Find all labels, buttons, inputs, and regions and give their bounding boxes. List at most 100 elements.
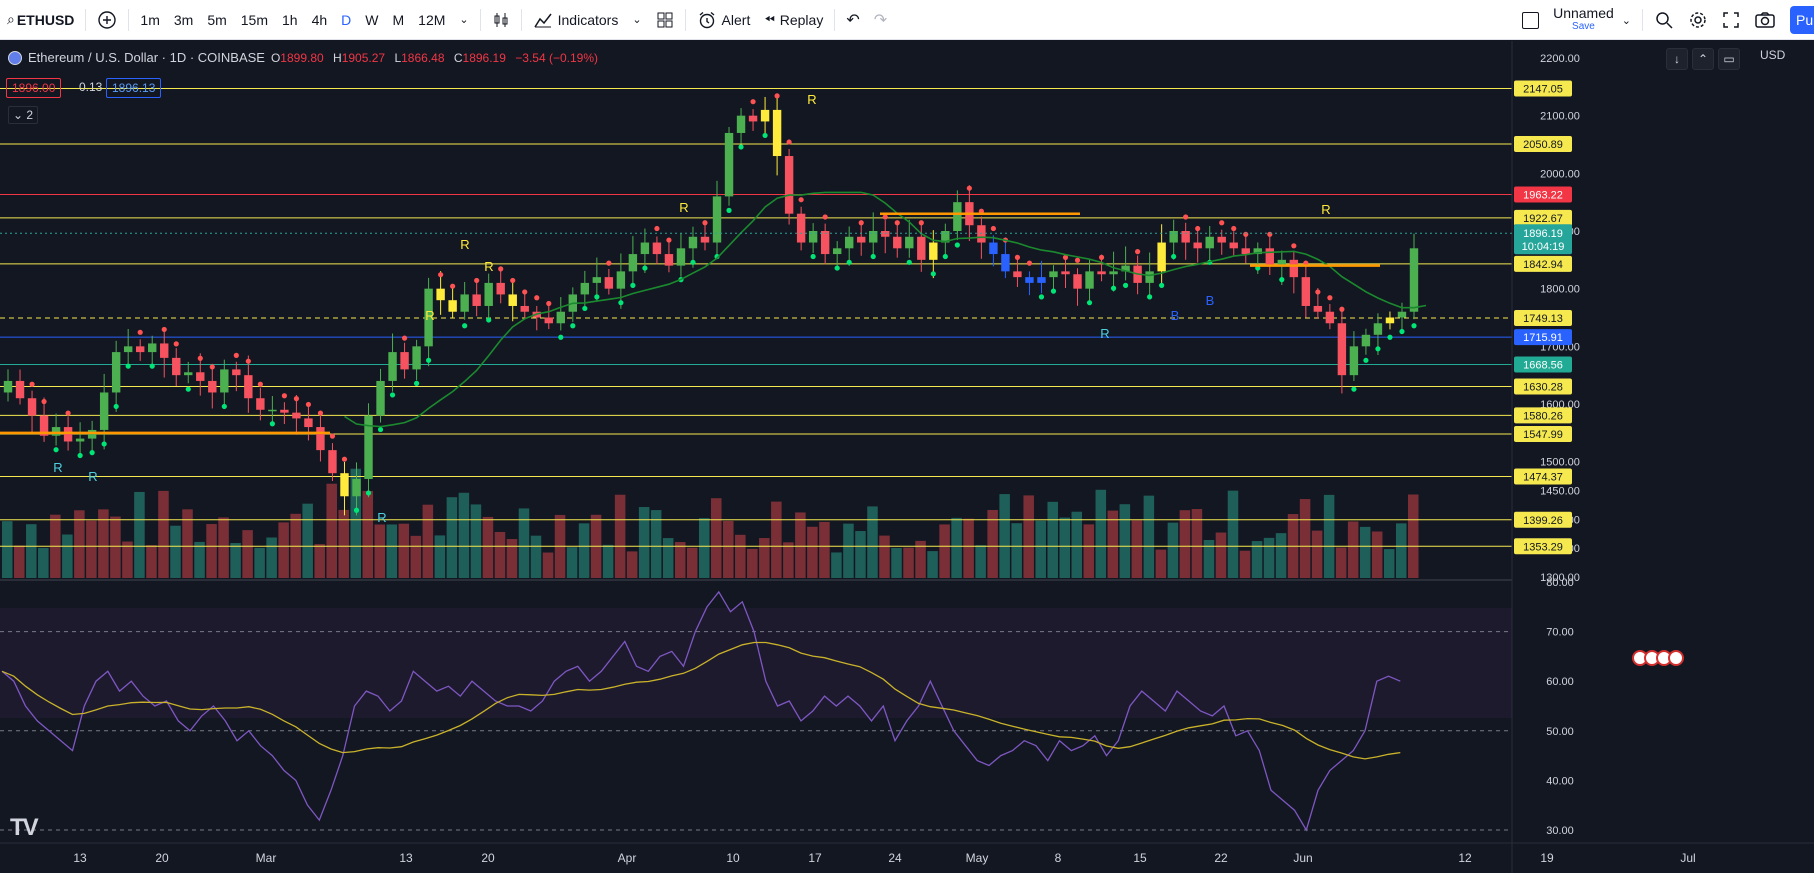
candle-body xyxy=(1121,265,1130,272)
candle-body xyxy=(1193,242,1202,249)
replay-label: Replay xyxy=(779,11,824,28)
timeframe-4h[interactable]: 4h xyxy=(311,11,328,28)
redo-button[interactable]: ↷ xyxy=(867,0,894,40)
volume-bar xyxy=(182,509,193,578)
volume-bar xyxy=(975,545,986,578)
fullscreen-button[interactable] xyxy=(1715,0,1747,40)
time-tick-label: 24 xyxy=(888,851,902,865)
candle-body xyxy=(736,115,746,133)
chart-type-button[interactable] xyxy=(485,0,517,40)
rsi-tick-label: 30.00 xyxy=(1546,825,1574,837)
volume-bar xyxy=(795,512,806,578)
volume-bar xyxy=(158,490,169,578)
spread-value: 0.13 xyxy=(79,80,103,94)
templates-button[interactable] xyxy=(649,0,681,40)
volume-bar xyxy=(542,552,554,578)
volume-bar xyxy=(1215,532,1227,578)
time-tick-label: 8 xyxy=(1055,851,1062,865)
timeframe-d[interactable]: D xyxy=(341,11,352,28)
undo-button[interactable]: ↶ xyxy=(839,0,866,40)
volume-bar xyxy=(891,547,902,578)
chart-area[interactable]: RRRRRRRRRRRBB2200.002100.002000.001900.0… xyxy=(0,41,1814,873)
volume-bar xyxy=(1191,509,1203,578)
timeframe-1m[interactable]: 1m xyxy=(140,11,160,28)
signal-r-label: R xyxy=(425,308,434,323)
signal-dot xyxy=(786,139,792,145)
timeframe-5m[interactable]: 5m xyxy=(207,11,227,28)
candle-body xyxy=(1349,346,1359,376)
signal-dot xyxy=(1159,282,1165,288)
candle-body xyxy=(148,343,157,353)
signal-r-label: R xyxy=(88,469,97,484)
volume-bar xyxy=(1407,494,1419,578)
collapse-icon[interactable]: ⌃ xyxy=(1692,48,1714,70)
volume-bar xyxy=(1251,541,1263,578)
candle-body xyxy=(977,225,986,243)
rsi-ma-line xyxy=(1,641,1401,760)
currency-label[interactable]: USD xyxy=(1760,48,1786,62)
rsi-tick-label: 40.00 xyxy=(1546,775,1574,787)
volume-bar xyxy=(1071,511,1083,578)
signal-dot xyxy=(1231,225,1237,232)
price-chart[interactable]: RRRRRRRRRRRBB2200.002100.002000.001900.0… xyxy=(0,41,1814,873)
volume-bar xyxy=(1023,495,1034,578)
candle-body xyxy=(208,380,217,393)
candle-body xyxy=(412,346,421,370)
signal-r-label: R xyxy=(807,92,816,107)
compare-button[interactable] xyxy=(90,0,124,40)
sell-button[interactable]: 1896.00 xyxy=(6,78,62,98)
indicator-collapse-button[interactable]: ⌄ 2 xyxy=(8,106,38,124)
timeframe-12m[interactable]: 12M xyxy=(418,11,446,28)
alert-label: Alert xyxy=(721,11,751,28)
timeframe-w[interactable]: W xyxy=(365,11,379,28)
volume-bar xyxy=(951,517,962,578)
volume-bar xyxy=(506,539,518,578)
indicators-dropdown[interactable]: ⌄ xyxy=(625,0,648,40)
timeframe-dropdown[interactable]: ⌄ xyxy=(452,0,475,40)
signal-dot xyxy=(966,185,972,191)
timeframe-15m[interactable]: 15m xyxy=(240,11,268,28)
replay-button[interactable]: ⏪︎ Replay xyxy=(757,0,830,40)
timeframe-3m[interactable]: 3m xyxy=(173,11,194,28)
volume-bar xyxy=(1323,494,1335,578)
search-icon: ⌕ xyxy=(7,11,15,27)
price-level-badge xyxy=(1514,356,1572,373)
signal-dot xyxy=(29,381,35,387)
signal-dot xyxy=(1110,285,1117,291)
volume-bar xyxy=(518,508,530,578)
alert-button[interactable]: Alert xyxy=(690,0,758,40)
timeframe-1h[interactable]: 1h xyxy=(282,11,298,28)
signal-dot xyxy=(738,144,744,150)
signal-dot xyxy=(389,392,396,398)
volume-bar xyxy=(242,530,253,578)
indicators-button[interactable]: Indicators xyxy=(526,0,626,40)
layout-select[interactable]: Unnamed Save ⌄ xyxy=(1515,0,1638,40)
change-value: −3.54 (−0.19%) xyxy=(515,50,598,65)
publish-label: Pu xyxy=(1790,6,1814,34)
quick-search-button[interactable] xyxy=(1647,0,1681,40)
volume-bar xyxy=(26,524,37,578)
price-tick-label: 1800.00 xyxy=(1540,284,1580,296)
low-key: L xyxy=(394,50,402,65)
candle-body xyxy=(51,427,61,436)
arrow-down-icon[interactable]: ↓ xyxy=(1666,48,1688,70)
maximize-icon[interactable]: ▭ xyxy=(1718,48,1740,70)
tradingview-logo[interactable]: TV xyxy=(10,814,39,841)
candle-body xyxy=(87,429,97,439)
symbol-search[interactable]: ⌕ ETHUSD xyxy=(0,0,81,40)
timeframe-m[interactable]: M xyxy=(392,11,405,28)
volume-bar xyxy=(1371,531,1383,578)
signal-b-label: B xyxy=(1171,308,1180,323)
snapshot-button[interactable] xyxy=(1747,0,1783,40)
volume-bar xyxy=(711,498,722,578)
signal-dot xyxy=(954,242,960,248)
settings-button[interactable] xyxy=(1681,0,1715,40)
publish-button[interactable]: Pu xyxy=(1783,0,1814,40)
volume-bar xyxy=(302,503,313,578)
volume-bar xyxy=(362,490,374,578)
volume-bar xyxy=(807,526,818,578)
buy-button[interactable]: 1896.13 xyxy=(106,78,162,98)
volume-bar xyxy=(410,535,422,578)
candle-body xyxy=(1109,271,1118,275)
top-toolbar: ⌕ ETHUSD 1m 3m 5m 15m 1h 4h D W M 12M ⌄ … xyxy=(0,0,1814,40)
